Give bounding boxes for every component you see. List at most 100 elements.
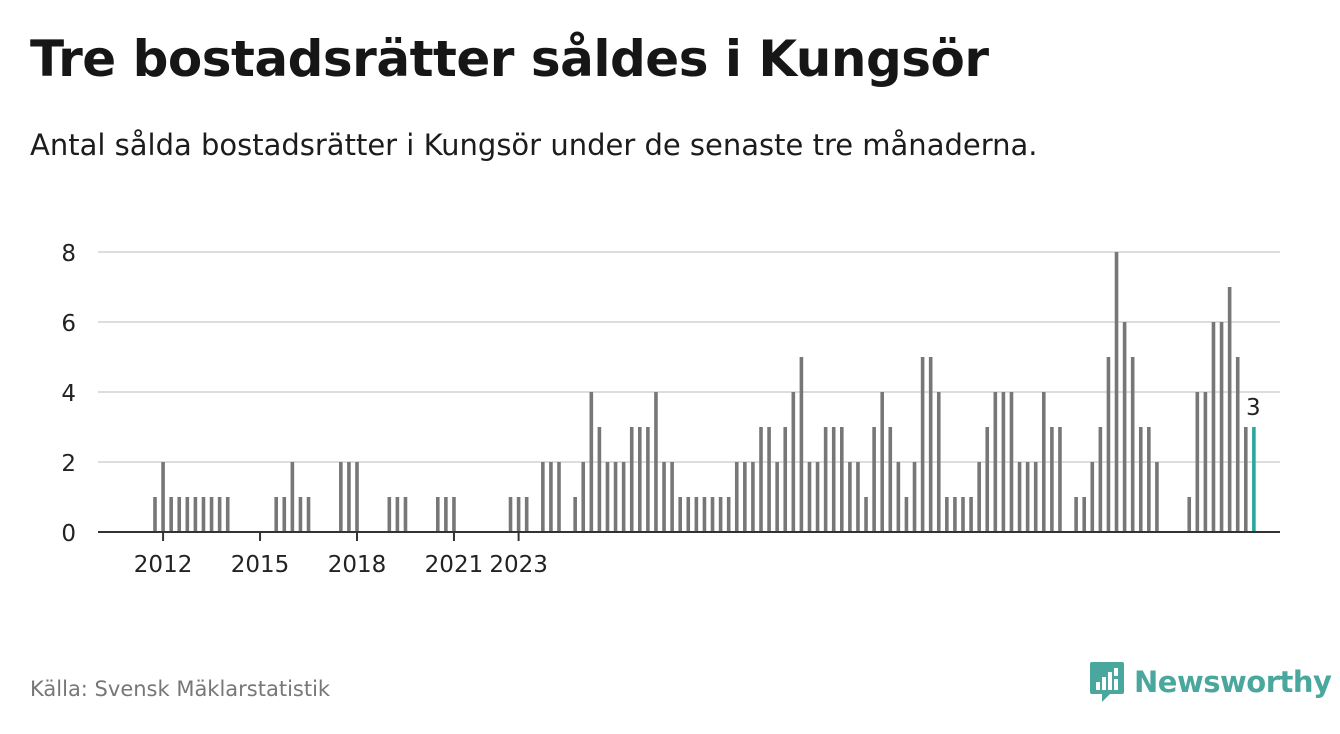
bar bbox=[306, 497, 311, 532]
bar bbox=[153, 497, 157, 532]
bar bbox=[436, 497, 440, 532]
bar bbox=[193, 497, 198, 532]
bar bbox=[589, 392, 594, 532]
y-tick-label: 8 bbox=[61, 241, 76, 267]
bar bbox=[694, 497, 699, 532]
bar bbox=[928, 357, 933, 532]
bar bbox=[775, 462, 779, 532]
bar bbox=[1074, 497, 1078, 532]
bar bbox=[1122, 322, 1127, 532]
bar bbox=[282, 497, 287, 532]
bar bbox=[347, 462, 351, 532]
bar bbox=[977, 462, 981, 532]
brand-logo: Newsworthy bbox=[1088, 660, 1332, 704]
bar bbox=[1025, 462, 1030, 532]
bar bbox=[1235, 357, 1240, 532]
bar bbox=[985, 427, 990, 532]
bar bbox=[1050, 427, 1054, 532]
bar bbox=[646, 427, 650, 532]
bar bbox=[1033, 462, 1038, 532]
bar bbox=[516, 497, 521, 532]
bar bbox=[1147, 427, 1151, 532]
bar bbox=[799, 357, 804, 532]
bar bbox=[961, 497, 965, 532]
bar bbox=[605, 462, 610, 532]
bar bbox=[896, 462, 901, 532]
page-subtitle: Antal sålda bostadsrätter i Kungsör unde… bbox=[30, 128, 1038, 162]
bar bbox=[751, 462, 755, 532]
bar bbox=[1058, 427, 1062, 532]
bar bbox=[920, 357, 925, 532]
bar bbox=[621, 462, 626, 532]
bar bbox=[856, 462, 860, 532]
bar bbox=[524, 497, 529, 532]
bar bbox=[169, 497, 173, 532]
bar bbox=[1001, 392, 1006, 532]
bar bbox=[743, 462, 747, 532]
bar bbox=[1098, 427, 1103, 532]
x-tick-label: 2023 bbox=[489, 552, 548, 578]
bar bbox=[678, 497, 682, 532]
bar bbox=[662, 462, 666, 532]
bar-highlight bbox=[1252, 427, 1256, 532]
bar bbox=[702, 497, 707, 532]
bar bbox=[1114, 252, 1119, 532]
bar bbox=[185, 497, 190, 532]
y-tick-label: 6 bbox=[61, 311, 76, 337]
brand-name: Newsworthy bbox=[1134, 665, 1332, 699]
bar bbox=[840, 427, 844, 532]
x-tick-label: 2015 bbox=[231, 552, 290, 578]
bar bbox=[225, 497, 230, 532]
bar bbox=[969, 497, 973, 532]
bar bbox=[355, 462, 359, 532]
bar bbox=[1009, 392, 1014, 532]
page-title: Tre bostadsrätter såldes i Kungsör bbox=[30, 30, 989, 88]
bar bbox=[1195, 392, 1200, 532]
bar bbox=[290, 462, 295, 532]
bar bbox=[1203, 392, 1208, 532]
x-tick-label: 2018 bbox=[328, 552, 387, 578]
bar bbox=[734, 462, 739, 532]
bar bbox=[686, 497, 691, 532]
x-tick-label: 2012 bbox=[134, 552, 193, 578]
highlight-value-label: 3 bbox=[1246, 395, 1261, 421]
bar bbox=[629, 427, 634, 532]
bar bbox=[1082, 497, 1086, 532]
bar bbox=[581, 462, 586, 532]
bar bbox=[217, 497, 222, 532]
bar bbox=[791, 392, 796, 532]
bar bbox=[831, 427, 836, 532]
y-tick-label: 4 bbox=[61, 381, 76, 407]
source-note: Källa: Svensk Mäklarstatistik bbox=[30, 677, 331, 701]
bar bbox=[783, 427, 788, 532]
bar bbox=[1227, 287, 1232, 532]
bar bbox=[872, 427, 876, 532]
bar bbox=[848, 462, 852, 532]
bar bbox=[541, 462, 545, 532]
bar bbox=[1138, 427, 1143, 532]
bar bbox=[573, 497, 577, 532]
bar bbox=[1042, 392, 1046, 532]
bar bbox=[387, 497, 392, 532]
bar bbox=[953, 497, 957, 532]
bar bbox=[1187, 497, 1192, 532]
bar bbox=[1244, 427, 1248, 532]
bar bbox=[726, 497, 731, 532]
bar bbox=[1130, 357, 1135, 532]
bar bbox=[339, 462, 343, 532]
bar bbox=[1219, 322, 1224, 532]
bar bbox=[710, 497, 715, 532]
bar-chart-speech-bubble-icon bbox=[1090, 662, 1124, 702]
bar bbox=[945, 497, 949, 532]
bar bbox=[395, 497, 400, 532]
bar bbox=[936, 392, 941, 532]
x-tick-label: 2021 bbox=[425, 552, 484, 578]
bar bbox=[815, 462, 820, 532]
bar bbox=[403, 497, 408, 532]
bar bbox=[201, 497, 206, 532]
bar bbox=[1211, 322, 1216, 532]
bar bbox=[912, 462, 917, 532]
bar bbox=[557, 462, 561, 532]
bar bbox=[880, 392, 884, 532]
